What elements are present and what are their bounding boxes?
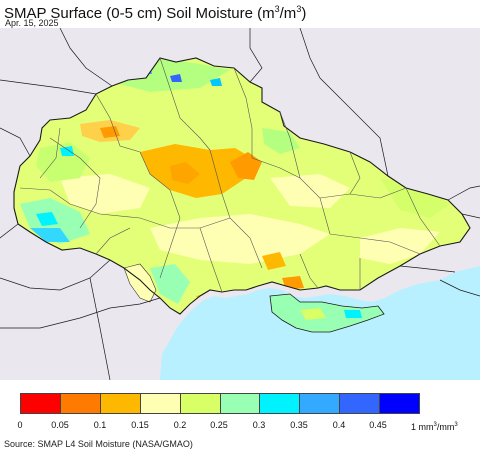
legend-tick-6: 0.3 bbox=[252, 420, 266, 430]
legend-tick-1: 0.05 bbox=[51, 420, 69, 430]
legend-swatch-6 bbox=[260, 394, 301, 413]
legend-swatch-8 bbox=[340, 394, 381, 413]
legend-color-bar bbox=[20, 393, 420, 414]
country-borders bbox=[0, 28, 480, 380]
legend-tick-9: 0.45 bbox=[369, 420, 387, 430]
legend-tick-3: 0.15 bbox=[131, 420, 149, 430]
legend-tick-8: 0.4 bbox=[332, 420, 346, 430]
color-legend: 0 0.05 0.1 0.15 0.2 0.25 0.3 0.35 0.4 0.… bbox=[0, 385, 480, 432]
legend-tick-5: 0.25 bbox=[210, 420, 228, 430]
legend-swatch-3 bbox=[140, 394, 181, 413]
crimea bbox=[269, 293, 385, 333]
legend-swatch-5 bbox=[220, 394, 261, 413]
map-canvas bbox=[0, 28, 480, 380]
legend-swatch-9 bbox=[380, 394, 420, 413]
legend-tick-7: 0.35 bbox=[290, 420, 308, 430]
map-title: SMAP Surface (0-5 cm) Soil Moisture (m3/… bbox=[4, 4, 307, 22]
legend-tick-4: 0.2 bbox=[173, 420, 187, 430]
soil-moisture-map bbox=[0, 28, 480, 380]
map-date: Apr. 15, 2025 bbox=[5, 18, 59, 28]
oblast-borders bbox=[19, 57, 441, 293]
legend-swatch-0 bbox=[21, 394, 61, 413]
legend-swatch-1 bbox=[60, 394, 101, 413]
legend-swatch-2 bbox=[100, 394, 141, 413]
legend-swatch-7 bbox=[300, 394, 341, 413]
legend-tick-2: 0.1 bbox=[93, 420, 107, 430]
source-credit: Source: SMAP L4 Soil Moisture (NASA/GMAO… bbox=[4, 439, 193, 449]
legend-swatch-4 bbox=[180, 394, 221, 413]
legend-tick-0: 0 bbox=[17, 420, 23, 430]
legend-unit: 1 mm3/mm3 bbox=[411, 422, 458, 432]
